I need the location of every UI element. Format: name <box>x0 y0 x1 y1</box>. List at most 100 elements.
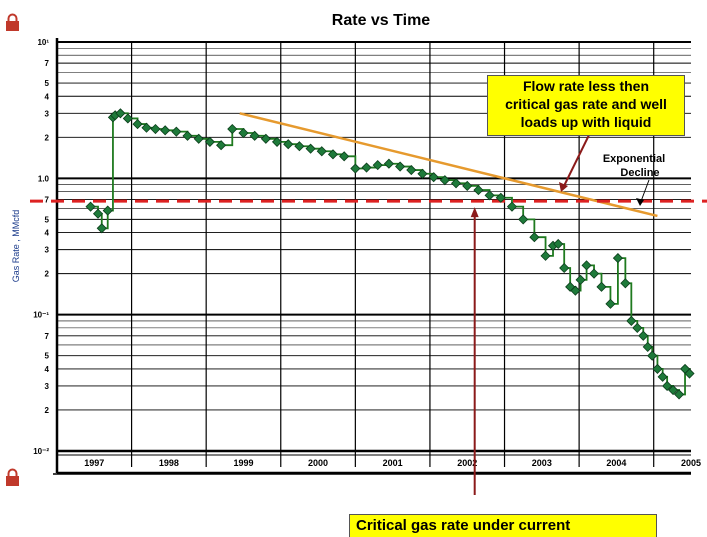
y-tick-label: 3 <box>45 382 50 391</box>
critical-rate-arrow-head <box>470 207 479 218</box>
chart-annotations: Exponential Decline <box>559 132 665 206</box>
data-point <box>638 330 649 341</box>
data-point <box>581 260 592 271</box>
y-tick-label: 4 <box>45 365 50 374</box>
lock-icon <box>6 13 19 31</box>
critical-rate-line <box>30 199 707 495</box>
data-point <box>327 149 339 160</box>
data-point <box>506 201 518 212</box>
flow-rate-callout: Flow rate less then critical gas rate an… <box>487 75 685 136</box>
data-point <box>559 262 570 274</box>
y-tick-label: 5 <box>45 215 50 224</box>
data-point <box>417 168 428 179</box>
exponential-decline-pointer-head <box>636 198 644 206</box>
data-point <box>553 238 564 250</box>
exponential-decline-label-1: Exponential <box>603 153 665 165</box>
data-point <box>193 133 204 144</box>
data-point <box>204 136 215 147</box>
data-point <box>102 205 113 216</box>
data-point <box>518 214 529 225</box>
chart-title: Rate vs Time <box>332 12 431 29</box>
data-point <box>283 139 294 150</box>
data-point <box>92 208 104 219</box>
data-point <box>620 278 631 289</box>
data-point <box>372 160 383 171</box>
data-point <box>339 151 350 162</box>
y-tick-label: 3 <box>45 246 50 255</box>
gas-rate-series <box>85 108 695 400</box>
x-tick-label: 1998 <box>159 458 179 468</box>
data-point <box>462 180 473 191</box>
y-tick-label: 4 <box>45 229 50 238</box>
data-point <box>473 185 484 196</box>
y-tick-label: 5 <box>45 352 50 361</box>
exponential-decline-label-2: Decline <box>620 167 659 179</box>
y-tick-label: 5 <box>45 79 50 88</box>
y-tick-label: 7 <box>45 195 50 204</box>
x-tick-label: 1999 <box>233 458 253 468</box>
data-point <box>575 274 586 285</box>
data-point <box>484 190 495 201</box>
chart-axes <box>53 38 691 475</box>
y-tick-label: 2 <box>45 406 50 415</box>
data-point <box>529 232 540 243</box>
data-point <box>316 146 327 157</box>
data-point <box>652 363 663 374</box>
data-point <box>428 172 439 183</box>
y-tick-label: 3 <box>45 109 50 118</box>
data-point <box>674 389 685 400</box>
flow-rate-callout-line-2: critical gas rate and well <box>505 96 667 112</box>
data-point <box>439 175 450 186</box>
data-point <box>570 285 581 296</box>
data-point <box>182 130 193 141</box>
data-point <box>96 223 107 234</box>
y-tick-label: 10¹ <box>37 38 49 47</box>
data-point <box>540 250 551 261</box>
data-point <box>271 136 283 147</box>
data-point <box>647 350 658 361</box>
data-point <box>395 161 406 172</box>
data-point <box>450 178 462 189</box>
flow-rate-pointer <box>562 132 591 189</box>
data-point <box>662 380 673 392</box>
data-point <box>383 158 394 169</box>
data-point <box>85 201 96 212</box>
exponential-decline-line <box>239 112 658 218</box>
y-tick-label: 7 <box>45 59 50 68</box>
y-tick-label: 10⁻¹ <box>33 311 49 320</box>
data-point <box>406 164 417 176</box>
x-tick-label: 2000 <box>308 458 328 468</box>
data-point <box>495 192 506 203</box>
x-tick-label: 2002 <box>457 458 477 468</box>
data-point <box>626 315 637 326</box>
y-tick-label: 4 <box>45 92 50 101</box>
data-point <box>122 113 133 124</box>
data-point <box>160 125 171 136</box>
y-tick-label: 1.0 <box>38 174 50 183</box>
data-point <box>260 133 271 144</box>
data-point <box>115 108 126 119</box>
flow-rate-callout-line-1: Flow rate less then <box>522 78 650 94</box>
data-point <box>132 119 143 130</box>
data-point <box>249 130 260 141</box>
data-point <box>227 123 238 135</box>
data-point <box>605 298 616 309</box>
data-point <box>596 281 607 292</box>
x-tick-labels: 1997 1998 1999 2000 2001 2002 2003 2004 2005 <box>84 458 701 468</box>
lock-icon <box>6 468 19 486</box>
flow-rate-callout-line-3: loads up with liquid <box>520 114 652 130</box>
x-tick-label: 1997 <box>84 458 104 468</box>
x-tick-label: 2005 <box>681 458 701 468</box>
series-line <box>90 112 691 396</box>
data-point <box>350 163 361 174</box>
data-point <box>657 371 668 382</box>
exponential-decline-line <box>239 112 658 218</box>
data-point <box>612 253 623 264</box>
data-point <box>632 322 643 333</box>
data-point <box>150 123 161 135</box>
y-tick-labels: 10¹ 7 5 4 3 2 1.0 7 5 4 3 2 10⁻¹ 7 5 4 3 2 10⁻² <box>33 38 49 456</box>
y-tick-label: 2 <box>45 270 50 279</box>
data-point <box>305 143 316 154</box>
x-tick-label: 2001 <box>383 458 403 468</box>
data-point <box>171 126 182 137</box>
